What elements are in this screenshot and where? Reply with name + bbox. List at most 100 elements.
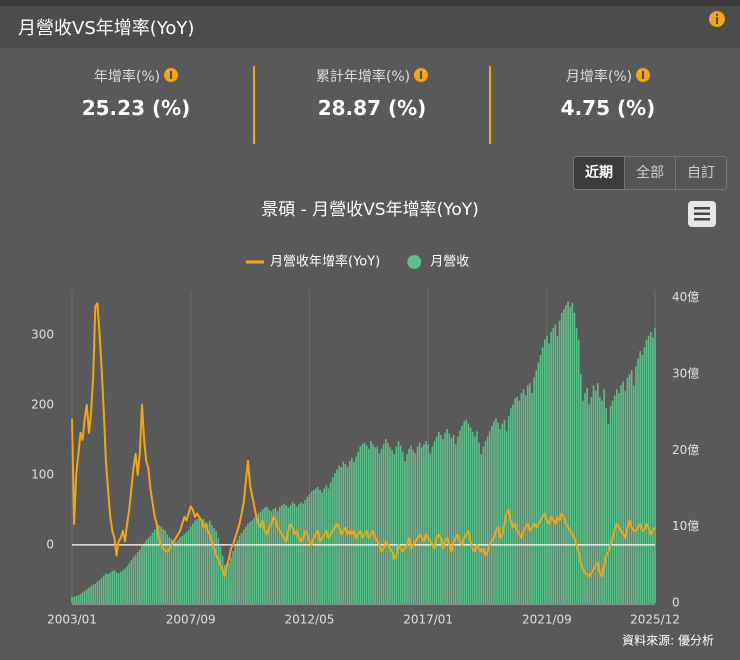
line: [71, 302, 656, 578]
bar: [537, 362, 540, 603]
menu-button[interactable]: [688, 201, 716, 227]
bar: [158, 525, 160, 603]
bar: [189, 526, 192, 603]
info-icon[interactable]: [164, 68, 179, 82]
bar: [253, 517, 256, 603]
info-icon[interactable]: [636, 68, 651, 82]
bar: [257, 512, 260, 603]
bar: [427, 444, 429, 603]
bar: [79, 593, 82, 603]
stat: 月增率(%) 4.75 (%): [490, 66, 726, 120]
chart-title: 景碩 - 月營收VS年增率(YoY): [261, 200, 479, 220]
info-icon[interactable]: [414, 68, 429, 82]
stat-label: 年增率(%): [93, 69, 161, 85]
bar: [98, 580, 101, 603]
bar: [524, 395, 527, 603]
bar: [565, 305, 567, 603]
bar: [416, 446, 419, 603]
bar: [454, 444, 457, 603]
bar: [389, 447, 391, 603]
bar: [399, 445, 402, 603]
bar: [605, 408, 608, 603]
x-tick-label: 2017/01: [403, 613, 453, 627]
bar: [259, 511, 262, 603]
bar: [499, 428, 502, 603]
bar: [577, 339, 580, 603]
bar: [223, 564, 226, 603]
bar: [486, 436, 489, 603]
y-tick-label: 100: [31, 467, 54, 481]
bar: [387, 442, 389, 603]
bar: [149, 535, 152, 603]
bar: [643, 347, 646, 603]
bar: [334, 473, 336, 603]
bar: [325, 485, 328, 603]
bar: [234, 545, 237, 603]
bar: [652, 337, 654, 603]
bar: [272, 509, 275, 603]
bar: [255, 515, 258, 603]
range-button[interactable]: 全部: [624, 157, 675, 189]
bar: [527, 385, 529, 603]
bar: [365, 445, 368, 603]
bar: [73, 596, 75, 603]
bar: [459, 430, 461, 603]
bar: [83, 590, 86, 603]
bar: [654, 328, 656, 603]
range-button[interactable]: 自訂: [675, 157, 726, 189]
bar: [230, 557, 232, 603]
divider: [253, 66, 255, 144]
bar: [94, 583, 97, 603]
bar: [103, 575, 105, 603]
bar: [240, 532, 243, 603]
bar: [179, 537, 181, 603]
bar: [291, 502, 294, 603]
bar: [268, 509, 270, 603]
bar: [401, 451, 404, 603]
bar: [446, 428, 449, 603]
bar: [329, 482, 332, 603]
bar: [289, 505, 292, 603]
info-icon[interactable]: [708, 10, 726, 28]
range-button[interactable]: 近期: [574, 157, 624, 189]
source: 資料來源: 優分析: [622, 634, 714, 648]
header-title: 月營收VS年增率(YoY): [18, 18, 195, 39]
bar: [363, 442, 366, 603]
bar: [355, 456, 357, 603]
bar: [96, 581, 99, 603]
bar: [603, 389, 605, 603]
x-tick-label: 2021/09: [522, 613, 572, 627]
bar: [162, 528, 164, 603]
bar: [111, 570, 114, 603]
y-tick-label: 0: [46, 537, 54, 551]
bar: [298, 504, 300, 603]
bar: [501, 423, 504, 603]
bar: [395, 446, 398, 603]
bar: [522, 389, 525, 603]
bar: [541, 347, 544, 603]
bar: [594, 390, 597, 603]
bar: [194, 520, 196, 603]
bar: [147, 538, 150, 603]
bar: [139, 549, 141, 603]
bar: [245, 526, 247, 603]
bar: [185, 532, 188, 603]
bar: [181, 535, 184, 603]
bar: [467, 423, 470, 603]
bar: [225, 567, 228, 603]
bar: [247, 523, 249, 603]
y2-tick-label: 20億: [672, 443, 699, 457]
bar: [264, 507, 266, 603]
bar: [582, 400, 584, 603]
bar: [571, 302, 574, 603]
bar: [187, 529, 190, 603]
bar: [548, 343, 550, 603]
bar: [546, 335, 548, 603]
stat-value: 25.23 (%): [81, 96, 191, 120]
bar: [554, 324, 557, 603]
bar: [512, 404, 514, 603]
bar: [495, 418, 497, 603]
bar: [221, 555, 224, 603]
bar: [270, 511, 273, 603]
bar: [645, 339, 648, 603]
